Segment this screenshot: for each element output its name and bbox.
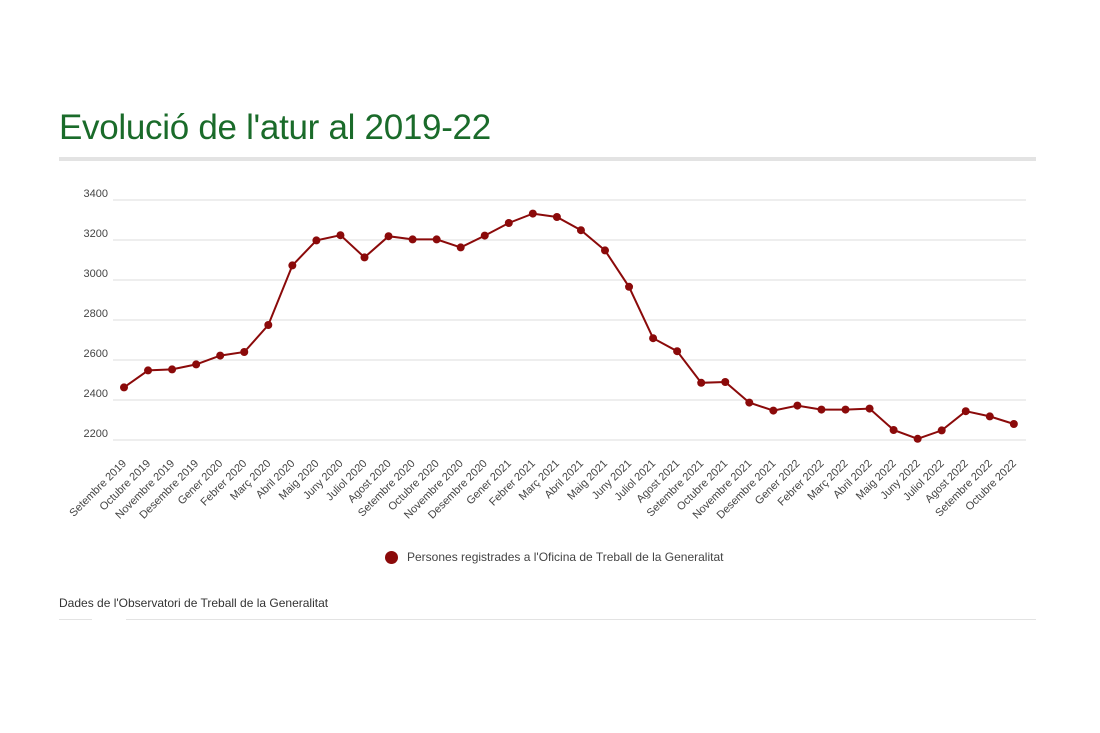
data-point[interactable] [144,366,153,375]
y-tick-label: 3400 [84,188,108,200]
data-point[interactable] [336,231,345,240]
footer-divider-gap [92,618,126,621]
data-point[interactable] [937,426,946,435]
line-chart: 2200 2400 2600 2800 3000 3200 3400 Setembre 20… [67,188,1026,522]
data-point[interactable] [745,398,754,407]
data-point[interactable] [625,282,634,291]
data-point[interactable] [312,236,321,245]
y-tick-label: 3200 [84,228,108,240]
data-point[interactable] [576,226,585,235]
gridlines [113,199,1026,441]
legend-label: Persones registrades a l'Oficina de Treb… [407,550,724,564]
y-tick-label: 2200 [84,428,108,440]
data-point[interactable] [673,347,682,356]
data-point[interactable] [913,434,922,443]
data-point[interactable] [192,360,201,369]
data-point[interactable] [865,404,874,413]
y-tick-label: 3000 [84,268,108,280]
data-point[interactable] [769,406,778,415]
title-divider [59,157,1036,161]
data-point[interactable] [432,235,441,244]
legend[interactable]: Persones registrades a l'Oficina de Treb… [385,550,723,564]
data-point[interactable] [384,232,393,241]
y-tick-label: 2400 [84,388,108,400]
y-tick-label: 2800 [84,308,108,320]
data-point[interactable] [360,253,369,262]
data-point[interactable] [649,334,658,343]
data-point[interactable] [697,378,706,387]
data-point[interactable] [504,219,513,227]
y-axis-ticks: 2200 2400 2600 2800 3000 3200 3400 [84,188,108,440]
data-point[interactable] [889,426,898,434]
data-point[interactable] [793,401,802,410]
data-point[interactable] [841,405,850,414]
data-point[interactable] [240,348,249,356]
y-tick-label: 2600 [84,348,108,360]
legend-marker [385,550,398,564]
data-point[interactable] [288,261,297,270]
series-line [123,212,1015,440]
data-point[interactable] [120,383,128,392]
data-point[interactable] [601,246,609,255]
data-point[interactable] [480,231,489,240]
data-point[interactable] [1009,420,1018,428]
data-point[interactable] [408,235,417,244]
data-point[interactable] [552,213,561,221]
data-point[interactable] [216,351,225,360]
data-point[interactable] [264,321,273,329]
data-point[interactable] [528,209,537,218]
data-point[interactable] [456,243,465,252]
data-point[interactable] [168,365,177,374]
chart-title: Evolució de l'atur al 2019-22 [59,108,491,147]
data-point[interactable] [721,378,730,386]
data-point[interactable] [985,412,994,421]
data-point[interactable] [961,407,970,416]
footer-divider [59,619,1036,620]
data-points [120,209,1018,443]
source-note: Dades de l'Observatori de Treball de la … [59,596,329,610]
data-point[interactable] [817,405,826,414]
